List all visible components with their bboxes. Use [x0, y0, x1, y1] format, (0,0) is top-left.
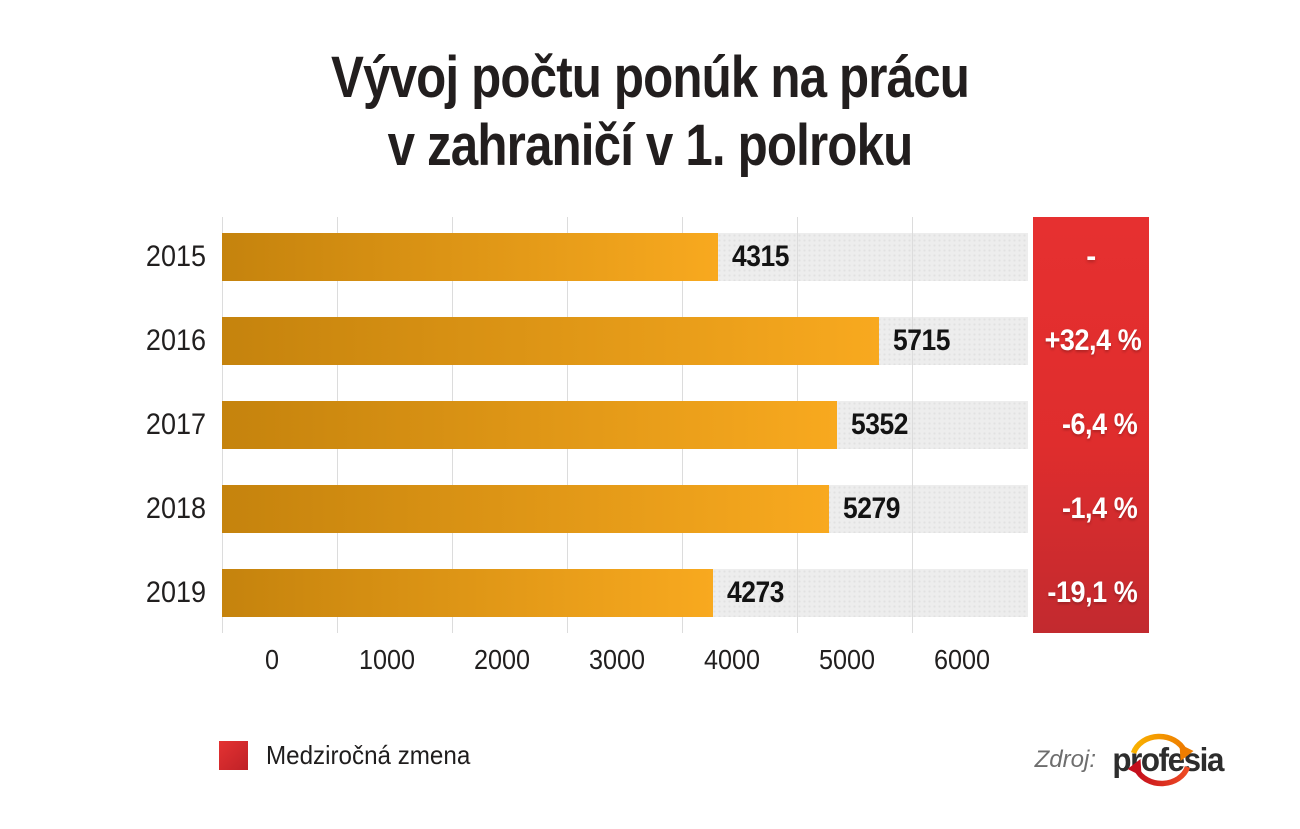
plot-area: 4315 5715 5352 5279 4273 [222, 217, 1028, 633]
x-tick-label: 2000 [473, 644, 531, 675]
x-tick-label: 3000 [588, 644, 646, 675]
x-tick-label: 4000 [703, 644, 761, 675]
year-label: 2015 [145, 240, 206, 273]
value-label: 4273 [727, 576, 784, 609]
year-label: 2018 [145, 492, 206, 525]
legend: Medziročná zmena [219, 740, 486, 771]
change-label: -19,1 % [1047, 576, 1138, 609]
value-label: 5279 [843, 492, 900, 525]
change-label: -1,4 % [1061, 492, 1138, 525]
chart-title: Vývoj počtu ponúk na prácu v zahraničí v… [98, 44, 1203, 180]
profesia-arrows-icon [1127, 733, 1194, 787]
year-label: 2019 [145, 576, 206, 609]
profesia-logo-text: profesia [1112, 741, 1224, 778]
gridline [912, 217, 913, 633]
bar-2015 [222, 233, 718, 281]
x-tick-label: 6000 [933, 644, 991, 675]
legend-swatch [219, 741, 248, 770]
value-label: 5352 [851, 408, 908, 441]
bar-2017 [222, 401, 837, 449]
value-label: 4315 [732, 240, 789, 273]
bar-2018 [222, 485, 829, 533]
profesia-logo: profesia [1110, 733, 1224, 787]
change-label: +32,4 % [1044, 324, 1142, 357]
chart-title-line1: Vývoj počtu ponúk na prácu [330, 45, 970, 110]
change-column: - +32,4 % -6,4 % -1,4 % -19,1 % [1033, 217, 1149, 633]
chart-title-line2: v zahraničí v 1. polroku [387, 113, 914, 178]
x-tick-label: 5000 [818, 644, 876, 675]
legend-label: Medziročná zmena [266, 740, 471, 770]
change-label: - [1086, 240, 1096, 273]
x-tick-label: 1000 [358, 644, 416, 675]
value-label: 5715 [893, 324, 950, 357]
x-tick-label: 0 [264, 644, 280, 675]
source-label: Zdroj: [1034, 746, 1096, 773]
year-label: 2016 [145, 324, 206, 357]
bar-2019 [222, 569, 713, 617]
bar-2016 [222, 317, 879, 365]
source-block: Zdroj: profesia [1034, 733, 1224, 787]
year-label: 2017 [145, 408, 206, 441]
change-label: -6,4 % [1061, 408, 1138, 441]
